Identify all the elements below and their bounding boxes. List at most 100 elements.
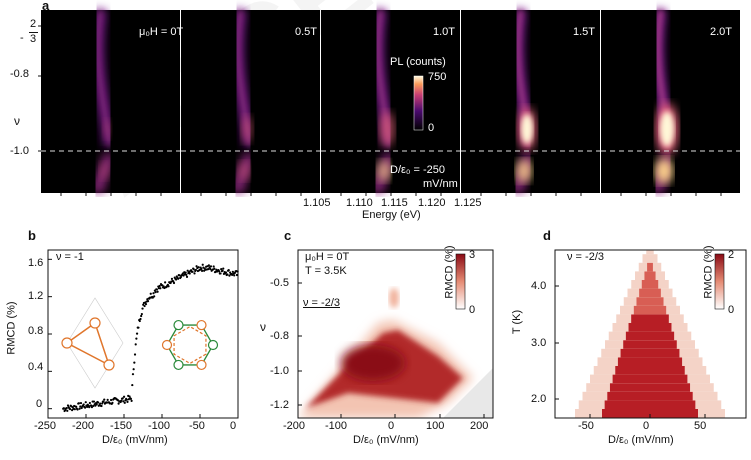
panel-d-colorbar-label: RMCD (%) — [702, 245, 715, 299]
panel-a-xtick-4: 1.120 — [418, 197, 446, 209]
panel-a-colorbar-label: PL (counts) — [390, 56, 446, 68]
panel-a-ytick-frac-bar — [29, 32, 38, 33]
panel-a-hotspot-glow — [241, 115, 253, 143]
panel-b-data-point — [128, 395, 131, 398]
panel-c-xtick-1: -100 — [325, 420, 348, 432]
panel-b-data-point — [143, 304, 146, 308]
panel-d-xlabel: D/ε₀ (mV/nm) — [608, 434, 674, 446]
panel-d-ytick-2: 2.0 — [531, 393, 547, 405]
panel-d-colorbar — [714, 253, 725, 310]
panel-b-data-point — [66, 404, 70, 407]
panel-b-data-point — [111, 401, 114, 405]
panel-b-data-point — [177, 277, 180, 280]
panel-a-colorbar-min: 0 — [428, 122, 435, 134]
panel-d-row-core — [636, 297, 664, 306]
panel-b-data-point — [209, 267, 212, 271]
panel-d-row-core — [602, 409, 698, 418]
panel-c-annotation-line2: T = 3.5K — [305, 265, 347, 277]
panel-b-data-point — [78, 407, 81, 410]
panel-b-data-point — [164, 281, 167, 284]
panel-a-ylabel: ν — [14, 114, 20, 128]
panel-b-data-point — [75, 405, 78, 408]
panel-d-xtick-0: -50 — [578, 420, 594, 432]
panel-b-data-point — [83, 406, 87, 409]
panel-d-row-core — [644, 271, 656, 280]
panel-b-data-point — [144, 303, 148, 306]
panel-b-data-point — [156, 290, 159, 293]
panel-b-data-point — [231, 273, 234, 277]
panel-a-ytick-0-8: -0.8 — [10, 68, 29, 80]
panel-b-data-point — [185, 273, 188, 276]
panel-b-data-point — [96, 401, 100, 404]
panel-b-data-point — [227, 269, 230, 272]
panel-a-xtick-5: 1.125 — [454, 197, 482, 209]
panel-a-field-4: 2.0T — [710, 26, 733, 38]
panel-b-data-point — [133, 353, 137, 356]
panel-c-xtick-0: -200 — [283, 420, 306, 432]
panel-c-ytick-0: -0.5 — [270, 277, 289, 289]
panel-b-data-point — [95, 403, 98, 406]
panel-b-letter: b — [28, 228, 36, 243]
panel-b-data-point — [120, 399, 123, 402]
panel-b-data-point — [159, 287, 162, 290]
panel-b-data-point — [137, 326, 140, 329]
panel-b-data-point — [99, 402, 102, 405]
panel-b-data-point — [201, 263, 204, 266]
panel-b-inset-hex-node — [173, 359, 184, 371]
panel-b-data-point — [109, 398, 113, 402]
panel-a-field-2: 1.0T — [433, 26, 456, 38]
panel-d-row-core — [628, 323, 672, 332]
panel-b-data-point — [122, 395, 126, 398]
panel-b-inset-hex-node — [173, 319, 184, 331]
panel-b-inset-triangle — [65, 321, 111, 367]
panel-b-data-point — [218, 270, 221, 273]
panel-b-ytick-2: 0.8 — [28, 325, 44, 337]
panel-c-colorbar-label: RMCD (%) — [443, 245, 456, 299]
panel-b-data-point — [179, 276, 182, 279]
panel-b-data-point — [172, 281, 176, 285]
panel-b-data-point — [212, 265, 215, 268]
panel-a-hotspot-core — [520, 114, 534, 144]
panel-b-data-point — [79, 401, 83, 405]
panel-a-xtick-1: 1.105 — [303, 197, 331, 209]
panel-b-data-point — [222, 267, 225, 270]
panel-b-data-point — [192, 268, 195, 271]
panel-b-inset-triangle-node — [61, 337, 73, 349]
panel-a-xlabel: Energy (eV) — [362, 209, 421, 221]
panel-b-data-point — [194, 268, 197, 272]
panel-a-ytick-frac-prefix: - — [20, 32, 24, 44]
panel-b-data-point — [153, 295, 156, 298]
panel-b-data-point — [131, 373, 135, 376]
panel-d-row-core — [612, 374, 688, 384]
panel-b-data-point — [213, 267, 216, 270]
panel-b-data-point — [62, 407, 65, 410]
panel-a-hotspot-glow — [379, 111, 395, 147]
panel-a-ytick-frac-num: 2 — [30, 18, 37, 30]
panel-a-field-3: 1.5T — [573, 26, 596, 38]
panel-a-annotation-line1: D/ε₀ = -250 — [390, 164, 446, 176]
panel-d-row-core — [633, 305, 667, 315]
panel-b-inset-lattice — [66, 297, 124, 389]
panel-b-annotation: ν = -1 — [56, 251, 84, 263]
panel-b-data-point — [68, 407, 72, 411]
panel-b-data-point — [76, 408, 79, 411]
panel-b-data-point — [102, 400, 105, 403]
panel-b-data-point — [152, 292, 155, 295]
panel-b-data-point — [219, 272, 222, 275]
panel-b-data-point — [126, 400, 129, 403]
panel-c-ytick-1: -0.8 — [270, 330, 289, 342]
panel-b-data-point — [106, 398, 109, 402]
panel-b-data-point — [170, 277, 174, 280]
panel-c-excluded-region — [443, 368, 493, 418]
panel-c-colorbar — [455, 253, 466, 310]
panel-b-data-point — [209, 265, 213, 268]
panel-b-inset-inner-hexagon — [173, 325, 207, 365]
panel-d-row-core — [615, 366, 685, 375]
panel-b-data-point — [130, 399, 133, 402]
panel-c-xtick-2: 0 — [388, 420, 395, 432]
panel-c-colorbar-max: 3 — [469, 249, 476, 261]
panel-b-data-point — [139, 317, 142, 321]
panel-b-data-point — [135, 332, 139, 335]
panel-b-data-point — [220, 268, 223, 271]
panel-a-lower-hotspot — [377, 160, 391, 182]
